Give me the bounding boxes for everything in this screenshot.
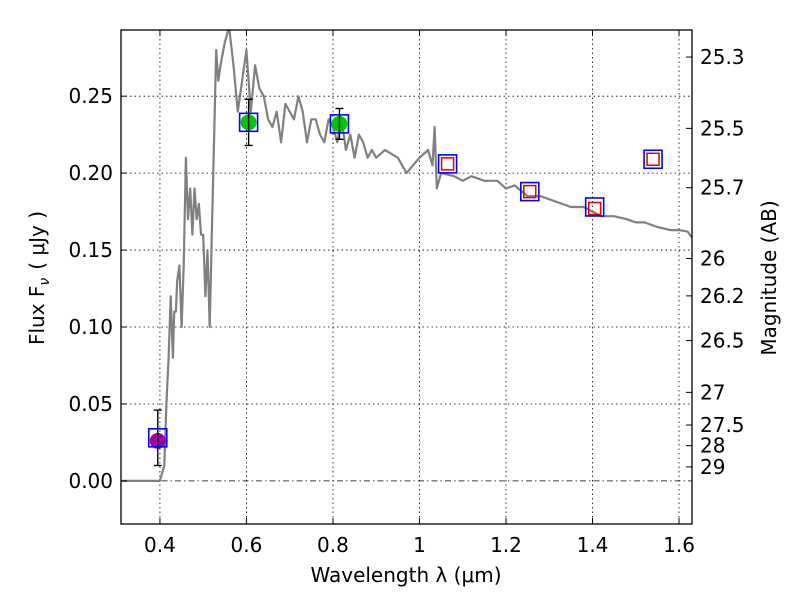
grid [121,30,692,524]
y-tick-label: 0.00 [68,469,113,493]
photometry-points [147,98,663,467]
x-axis-title: Wavelength λ (μm) [310,563,501,587]
observed-flux-square [329,114,350,134]
model-flux-square [646,152,660,167]
x-tick-label: 0.8 [317,533,349,557]
x-tick-label: 1.2 [490,533,522,557]
plot-frame [120,29,693,525]
sed-curve-layer [121,30,692,482]
x-tick-label: 1.6 [663,533,695,557]
mag-tick-label: 28 [700,434,725,458]
y-tick-label: 0.05 [68,392,113,416]
mag-tick-label: 26 [700,246,725,270]
y-axis-title-unit: ( μJy ) [25,211,49,270]
y-tick-label: 0.25 [68,84,113,108]
observed-flux-square [643,149,663,170]
observed-flux-square [437,154,458,174]
model-flux-square [523,184,537,199]
mag-tick-label: 25.3 [700,45,745,69]
y-axis-title-sub: ν [37,278,53,286]
y-axis-title-main: Flux F [25,286,49,345]
y-axis-title: Flux Fν ( μJy ) [25,211,53,345]
mag-tick-label: 27 [700,380,725,404]
x-tick-label: 1.4 [577,533,609,557]
mag-tick-label: 29 [700,455,725,479]
x-tick-label: 0.4 [144,533,176,557]
mag-tick-label: 26.5 [700,329,745,353]
observed-flux-square [584,197,605,217]
model-flux-square [587,201,602,216]
mag-tick-label: 25.7 [700,176,745,200]
observed-flux-square [238,112,259,133]
sed-model-line [121,30,692,482]
y-tick-label: 0.15 [68,238,113,262]
mag-tick-label: 25.5 [700,116,745,140]
x-tick-label: 1 [413,533,426,557]
y2-axis-title: Magnitude (AB) [757,200,781,355]
model-flux-square [440,157,455,171]
mag-tick-label: 27.5 [700,413,745,437]
y-tick-label: 0.10 [68,315,113,339]
observed-flux-square [519,181,540,202]
x-tick-label: 0.6 [231,533,263,557]
y-tick-label: 0.20 [68,161,113,185]
mag-tick-label: 26.2 [700,284,745,308]
axis-ticks: 0.4 0.6 0.8 1 1.2 1.4 1.6 0.00 0.05 0.10 0.15 0.20 0… [68,30,745,557]
observed-flux-square [147,428,168,448]
